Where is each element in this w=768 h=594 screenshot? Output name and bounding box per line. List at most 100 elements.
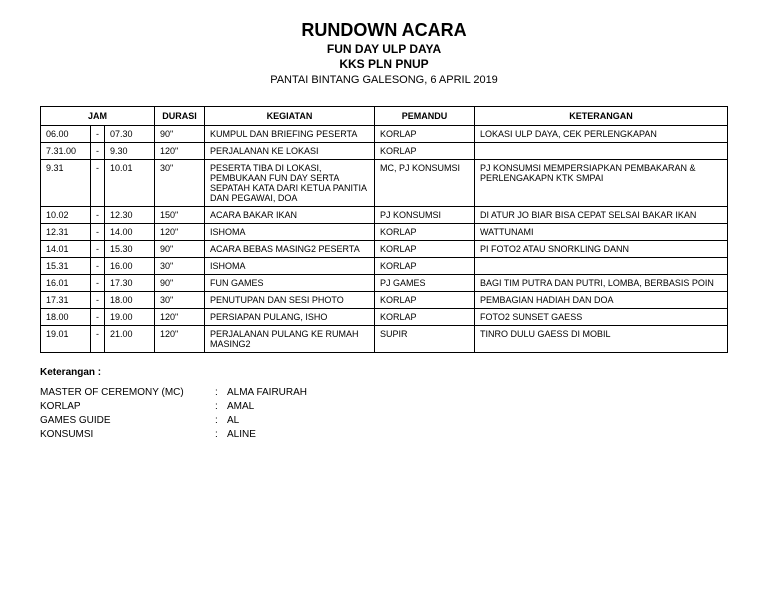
cell-pemandu: KORLAP [375,258,475,275]
notes-label: GAMES GUIDE [40,414,215,428]
table-row: 17.31-18.0030"PENUTUPAN DAN SESI PHOTOKO… [41,292,728,309]
cell-durasi: 30" [155,160,205,207]
cell-time-end: 10.01 [105,160,155,207]
cell-durasi: 90" [155,241,205,258]
cell-dash: - [91,143,105,160]
notes-row: KONSUMSI:ALINE [40,428,728,442]
table-row: 18.00-19.00120"PERSIAPAN PULANG, ISHOKOR… [41,309,728,326]
notes-label: KORLAP [40,400,215,414]
cell-keterangan: DI ATUR JO BIAR BISA CEPAT SELSAI BAKAR … [475,207,728,224]
notes-value: ALMA FAIRURAH [227,386,307,400]
cell-durasi: 150" [155,207,205,224]
cell-dash: - [91,258,105,275]
notes-separator: : [215,400,227,414]
header-pemandu: PEMANDU [375,107,475,126]
header-keterangan: KETERANGAN [475,107,728,126]
cell-kegiatan: ISHOMA [205,224,375,241]
document-header: RUNDOWN ACARA FUN DAY ULP DAYA KKS PLN P… [40,20,728,88]
cell-pemandu: PJ GAMES [375,275,475,292]
cell-dash: - [91,275,105,292]
cell-dash: - [91,207,105,224]
title-main: RUNDOWN ACARA [40,20,728,42]
cell-time-end: 9.30 [105,143,155,160]
header-durasi: DURASI [155,107,205,126]
cell-kegiatan: KUMPUL DAN BRIEFING PESERTA [205,126,375,143]
cell-durasi: 90" [155,275,205,292]
cell-kegiatan: PERJALANAN KE LOKASI [205,143,375,160]
cell-dash: - [91,160,105,207]
table-row: 10.02-12.30150"ACARA BAKAR IKANPJ KONSUM… [41,207,728,224]
title-sub2: KKS PLN PNUP [40,57,728,73]
cell-durasi: 30" [155,292,205,309]
cell-keterangan [475,258,728,275]
cell-pemandu: KORLAP [375,224,475,241]
table-row: 9.31-10.0130"PESERTA TIBA DI LOKASI, PEM… [41,160,728,207]
cell-durasi: 120" [155,326,205,353]
cell-pemandu: KORLAP [375,143,475,160]
cell-dash: - [91,309,105,326]
cell-kegiatan: FUN GAMES [205,275,375,292]
title-location: PANTAI BINTANG GALESONG, 6 APRIL 2019 [40,73,728,88]
cell-pemandu: SUPIR [375,326,475,353]
notes-list: MASTER OF CEREMONY (MC):ALMA FAIRURAHKOR… [40,386,728,442]
cell-time-start: 12.31 [41,224,91,241]
notes-value: ALINE [227,428,256,442]
cell-durasi: 30" [155,258,205,275]
cell-dash: - [91,292,105,309]
cell-time-end: 19.00 [105,309,155,326]
cell-keterangan: FOTO2 SUNSET GAESS [475,309,728,326]
cell-time-start: 18.00 [41,309,91,326]
notes-title: Keterangan : [40,367,728,378]
cell-keterangan: LOKASI ULP DAYA, CEK PERLENGKAPAN [475,126,728,143]
cell-time-start: 06.00 [41,126,91,143]
cell-durasi: 120" [155,224,205,241]
notes-row: GAMES GUIDE:AL [40,414,728,428]
cell-time-start: 17.31 [41,292,91,309]
cell-keterangan [475,143,728,160]
cell-time-start: 14.01 [41,241,91,258]
table-row: 06.00-07.3090"KUMPUL DAN BRIEFING PESERT… [41,126,728,143]
cell-time-end: 12.30 [105,207,155,224]
cell-keterangan: BAGI TIM PUTRA DAN PUTRI, LOMBA, BERBASI… [475,275,728,292]
cell-kegiatan: ISHOMA [205,258,375,275]
header-jam: JAM [41,107,155,126]
cell-time-end: 14.00 [105,224,155,241]
notes-separator: : [215,428,227,442]
cell-time-end: 17.30 [105,275,155,292]
table-row: 15.31-16.0030"ISHOMAKORLAP [41,258,728,275]
notes-label: MASTER OF CEREMONY (MC) [40,386,215,400]
cell-time-end: 15.30 [105,241,155,258]
cell-kegiatan: PERJALANAN PULANG KE RUMAH MASING2 [205,326,375,353]
cell-time-start: 15.31 [41,258,91,275]
table-row: 19.01-21.00120"PERJALANAN PULANG KE RUMA… [41,326,728,353]
cell-time-start: 10.02 [41,207,91,224]
cell-dash: - [91,126,105,143]
cell-kegiatan: PESERTA TIBA DI LOKASI, PEMBUKAAN FUN DA… [205,160,375,207]
notes-value: AL [227,414,239,428]
table-header-row: JAM DURASI KEGIATAN PEMANDU KETERANGAN [41,107,728,126]
cell-time-end: 07.30 [105,126,155,143]
cell-time-end: 16.00 [105,258,155,275]
notes-separator: : [215,386,227,400]
cell-dash: - [91,241,105,258]
cell-pemandu: KORLAP [375,309,475,326]
title-sub1: FUN DAY ULP DAYA [40,42,728,58]
cell-kegiatan: PENUTUPAN DAN SESI PHOTO [205,292,375,309]
notes-row: KORLAP:AMAL [40,400,728,414]
cell-dash: - [91,326,105,353]
header-kegiatan: KEGIATAN [205,107,375,126]
cell-keterangan: PJ KONSUMSI MEMPERSIAPKAN PEMBAKARAN & P… [475,160,728,207]
cell-durasi: 120" [155,309,205,326]
table-row: 16.01-17.3090"FUN GAMESPJ GAMESBAGI TIM … [41,275,728,292]
notes-separator: : [215,414,227,428]
cell-keterangan: WATTUNAMI [475,224,728,241]
cell-pemandu: MC, PJ KONSUMSI [375,160,475,207]
cell-keterangan: PI FOTO2 ATAU SNORKLING DANN [475,241,728,258]
table-row: 7.31.00-9.30120"PERJALANAN KE LOKASIKORL… [41,143,728,160]
cell-time-start: 16.01 [41,275,91,292]
cell-kegiatan: PERSIAPAN PULANG, ISHO [205,309,375,326]
cell-time-start: 7.31.00 [41,143,91,160]
notes-label: KONSUMSI [40,428,215,442]
schedule-table: JAM DURASI KEGIATAN PEMANDU KETERANGAN 0… [40,106,728,353]
cell-dash: - [91,224,105,241]
